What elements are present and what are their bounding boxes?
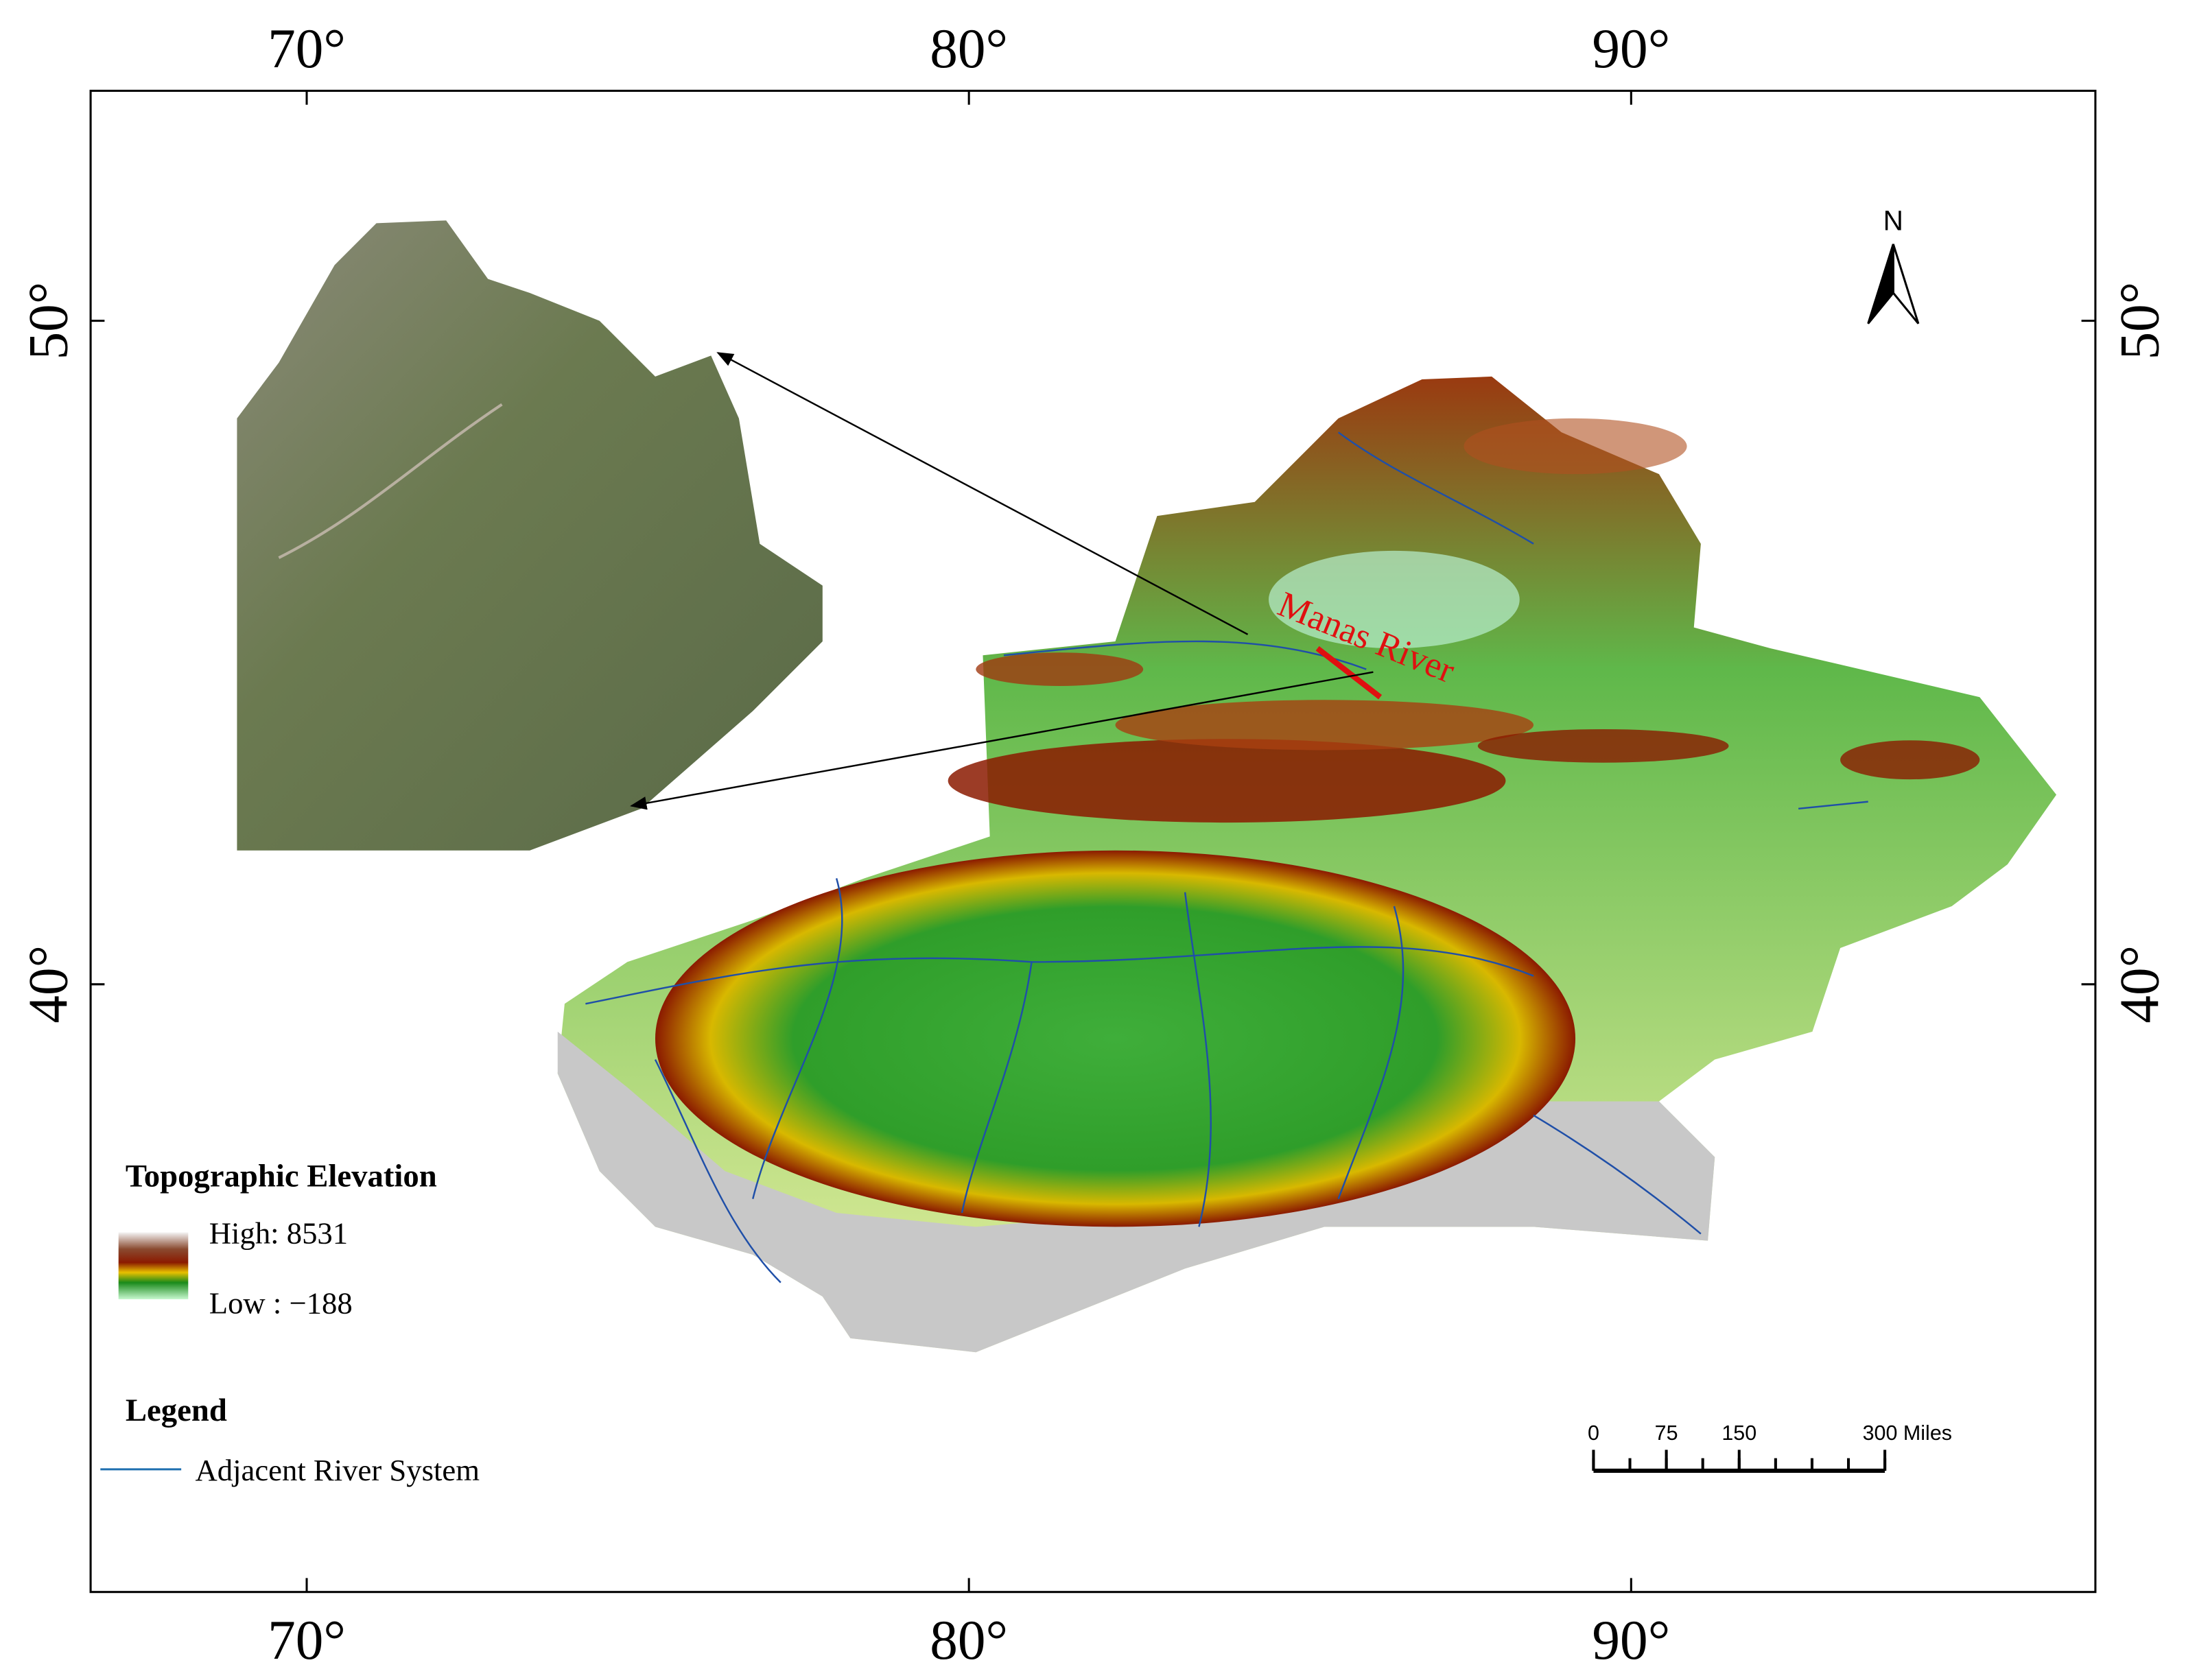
altai-range (1464, 418, 1687, 475)
southern-highlands (557, 1031, 1715, 1353)
north-label: N (1883, 205, 1903, 237)
elevation-legend-title: Topographic Elevation (126, 1158, 437, 1194)
inset-road (278, 403, 503, 559)
map-frame (89, 89, 2097, 1594)
mountain-band (1840, 740, 1980, 780)
inset-image (237, 220, 823, 851)
legend-title: Legend (126, 1393, 227, 1428)
lat-label: 40° (2108, 945, 2170, 1024)
junggar-basin (1269, 550, 1520, 649)
tianshan-range (1115, 700, 1534, 750)
lat-label: 40° (18, 945, 80, 1024)
legend-item: Adjacent River System (195, 1453, 480, 1487)
lon-label: 90° (1592, 18, 1670, 80)
lon-label: 90° (1592, 1609, 1670, 1671)
elevation-high: High: 8531 (209, 1216, 348, 1251)
mountain-band (1477, 729, 1729, 763)
elevation-ramp (118, 1232, 189, 1300)
scale-bar: 0 75 150 300 Miles (1588, 1421, 1952, 1473)
north-arrow (1867, 244, 1894, 324)
scale-label: 0 (1588, 1421, 1599, 1445)
river (752, 878, 843, 1200)
arrow (630, 671, 1374, 810)
river (1798, 801, 1868, 809)
river (1337, 431, 1534, 545)
lon-label: 80° (930, 18, 1008, 80)
arrow (716, 352, 1249, 635)
lon-label: 80° (930, 1609, 1008, 1671)
river (1533, 1114, 1702, 1235)
manas-river-line (1315, 646, 1383, 700)
scale-label: 150 (1721, 1421, 1756, 1445)
river (961, 962, 1033, 1214)
river (1337, 906, 1405, 1200)
elevation-low: Low : −188 (209, 1286, 353, 1320)
river (1003, 640, 1367, 670)
river (654, 1058, 781, 1283)
river (1184, 892, 1212, 1227)
scale-label: 300 Miles (1863, 1421, 1952, 1445)
scale-label: 75 (1655, 1421, 1678, 1445)
lat-label: 50° (2108, 282, 2170, 360)
lon-label: 70° (268, 18, 346, 80)
tarim-basin (655, 850, 1576, 1227)
lon-label: 70° (268, 1609, 346, 1671)
tianshan-range (948, 739, 1506, 823)
rivers (585, 431, 1868, 1283)
mountain-band (976, 652, 1144, 686)
lat-label: 50° (18, 282, 80, 360)
